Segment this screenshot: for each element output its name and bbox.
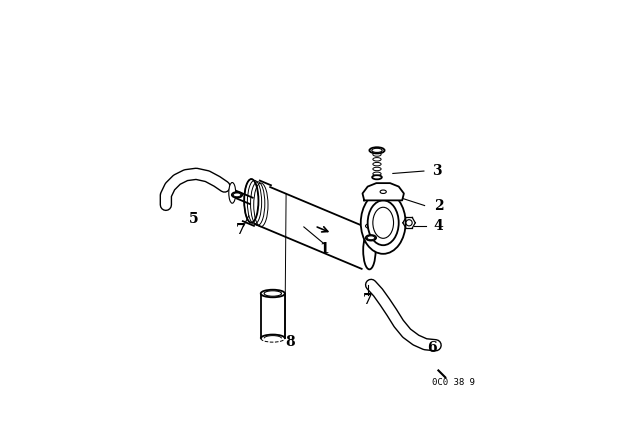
Text: 8: 8 xyxy=(285,336,295,349)
Ellipse shape xyxy=(366,235,376,241)
Ellipse shape xyxy=(233,193,241,197)
Polygon shape xyxy=(362,183,404,200)
Ellipse shape xyxy=(228,182,236,203)
Ellipse shape xyxy=(264,291,282,296)
Ellipse shape xyxy=(232,192,242,198)
Ellipse shape xyxy=(365,223,386,229)
Ellipse shape xyxy=(372,148,382,152)
Text: 5: 5 xyxy=(189,212,198,226)
Text: 7: 7 xyxy=(364,293,373,307)
Ellipse shape xyxy=(361,192,406,254)
Ellipse shape xyxy=(406,220,412,226)
Ellipse shape xyxy=(367,236,375,240)
Ellipse shape xyxy=(373,207,394,238)
Ellipse shape xyxy=(260,290,285,297)
Text: 0C0 38 9: 0C0 38 9 xyxy=(433,378,476,387)
Text: 7: 7 xyxy=(236,224,246,237)
Text: 2: 2 xyxy=(433,198,443,212)
Ellipse shape xyxy=(369,147,385,154)
Ellipse shape xyxy=(244,179,259,223)
Ellipse shape xyxy=(367,200,399,245)
Text: 4: 4 xyxy=(433,219,444,233)
Text: 6: 6 xyxy=(427,340,436,355)
Ellipse shape xyxy=(380,190,387,194)
Text: 1: 1 xyxy=(319,241,330,256)
Text: 3: 3 xyxy=(432,164,442,178)
Ellipse shape xyxy=(372,175,382,179)
Ellipse shape xyxy=(363,232,376,269)
